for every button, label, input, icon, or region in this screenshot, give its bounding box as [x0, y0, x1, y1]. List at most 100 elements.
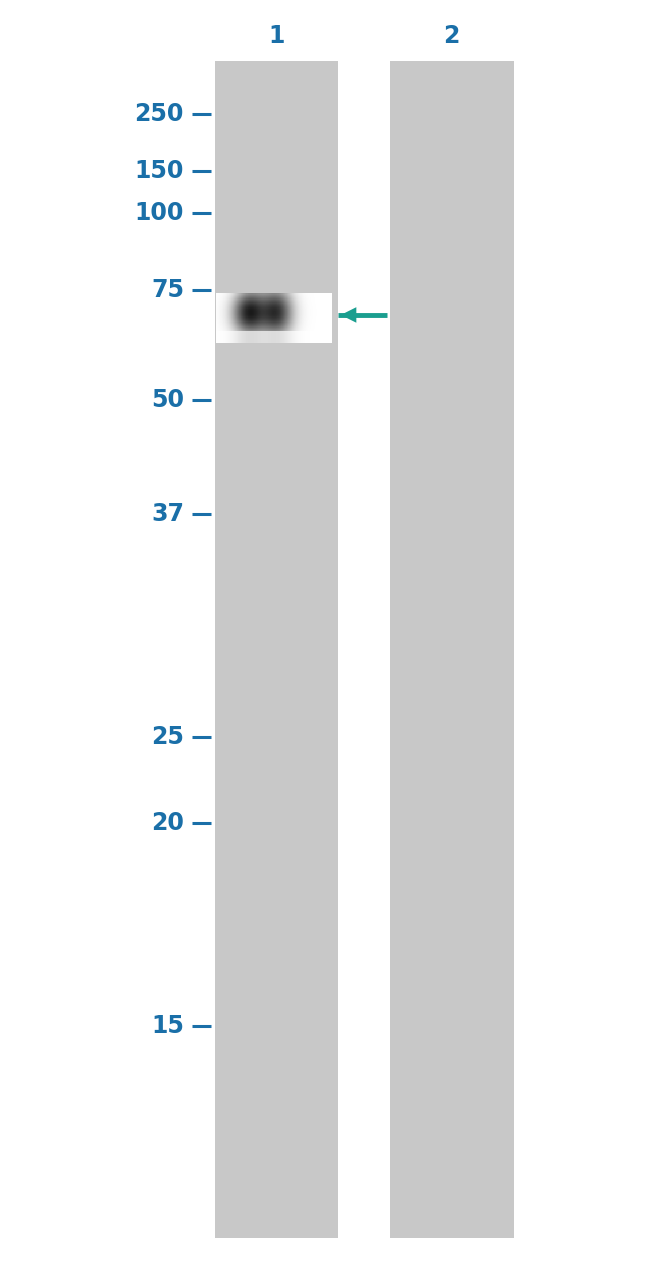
Bar [291, 312, 292, 314]
Bar [266, 293, 267, 295]
Bar [249, 321, 250, 323]
Bar [321, 319, 322, 320]
Bar [231, 312, 232, 314]
Bar [283, 296, 284, 297]
Bar [262, 323, 263, 324]
Bar [308, 320, 309, 321]
Bar [217, 320, 218, 321]
Bar [300, 318, 302, 319]
Bar [279, 324, 280, 325]
Bar [278, 312, 279, 314]
Bar [229, 326, 231, 328]
Bar [302, 321, 303, 323]
Bar [291, 328, 292, 329]
Bar [305, 302, 306, 304]
Bar [318, 331, 319, 343]
Bar [285, 312, 287, 314]
Bar [244, 307, 246, 309]
Bar [225, 311, 226, 312]
Bar [240, 309, 242, 310]
Bar [276, 310, 277, 311]
Bar [303, 309, 304, 310]
Bar [310, 307, 311, 309]
Bar [254, 305, 255, 306]
Bar [255, 311, 256, 312]
Bar [247, 326, 248, 328]
Bar [314, 305, 315, 306]
Bar [270, 301, 272, 302]
Bar [220, 300, 222, 301]
Bar [249, 314, 250, 315]
Bar [267, 304, 268, 305]
Bar [233, 330, 234, 331]
Bar [311, 296, 312, 297]
Bar [267, 328, 268, 329]
Bar [277, 295, 278, 296]
Bar [320, 296, 322, 297]
Bar [305, 304, 306, 305]
Bar [249, 326, 250, 328]
Bar [264, 302, 265, 304]
Bar [254, 325, 255, 326]
Bar [314, 321, 315, 323]
Bar [241, 296, 242, 297]
Bar [249, 301, 250, 302]
Bar [219, 300, 220, 301]
Bar [286, 314, 287, 315]
Bar [255, 306, 256, 307]
Bar [315, 311, 317, 312]
Bar [315, 329, 317, 330]
Bar [269, 301, 270, 302]
Bar [239, 326, 240, 328]
Bar [329, 295, 330, 296]
Bar [248, 307, 249, 309]
Bar [246, 311, 247, 312]
Bar [270, 309, 271, 310]
Bar [317, 323, 318, 324]
Bar [289, 302, 290, 304]
Bar [264, 319, 265, 320]
Bar [309, 330, 311, 331]
Bar [258, 329, 259, 330]
Bar [306, 300, 307, 301]
Bar [311, 298, 312, 300]
Bar [264, 304, 265, 305]
Bar [317, 311, 318, 312]
Bar [254, 318, 255, 319]
Bar [283, 312, 284, 314]
Bar [306, 302, 307, 304]
Bar [235, 323, 236, 324]
Bar [247, 318, 248, 319]
Bar [329, 321, 330, 323]
Bar [310, 319, 311, 320]
Bar [274, 316, 275, 318]
Bar [301, 331, 302, 343]
Bar [286, 297, 287, 298]
Bar [254, 330, 255, 331]
Bar [270, 301, 271, 302]
Bar [220, 331, 221, 343]
Bar [242, 325, 243, 326]
Bar [309, 315, 310, 316]
Bar [294, 309, 295, 310]
Bar [270, 305, 272, 306]
Bar [300, 296, 302, 297]
Bar [246, 301, 247, 302]
Text: 15: 15 [151, 1015, 184, 1038]
Bar [234, 321, 235, 323]
Bar [227, 312, 228, 314]
Text: 150: 150 [135, 160, 184, 183]
Bar [265, 301, 266, 302]
Bar [301, 314, 302, 315]
Bar [220, 311, 221, 312]
Bar [270, 319, 272, 320]
Bar [308, 328, 309, 329]
Bar [266, 329, 267, 330]
Bar [241, 318, 242, 319]
Bar [315, 323, 316, 324]
Bar [324, 330, 326, 331]
Bar [320, 324, 321, 325]
Bar [290, 301, 291, 302]
Bar [224, 325, 226, 326]
Bar [237, 312, 238, 314]
